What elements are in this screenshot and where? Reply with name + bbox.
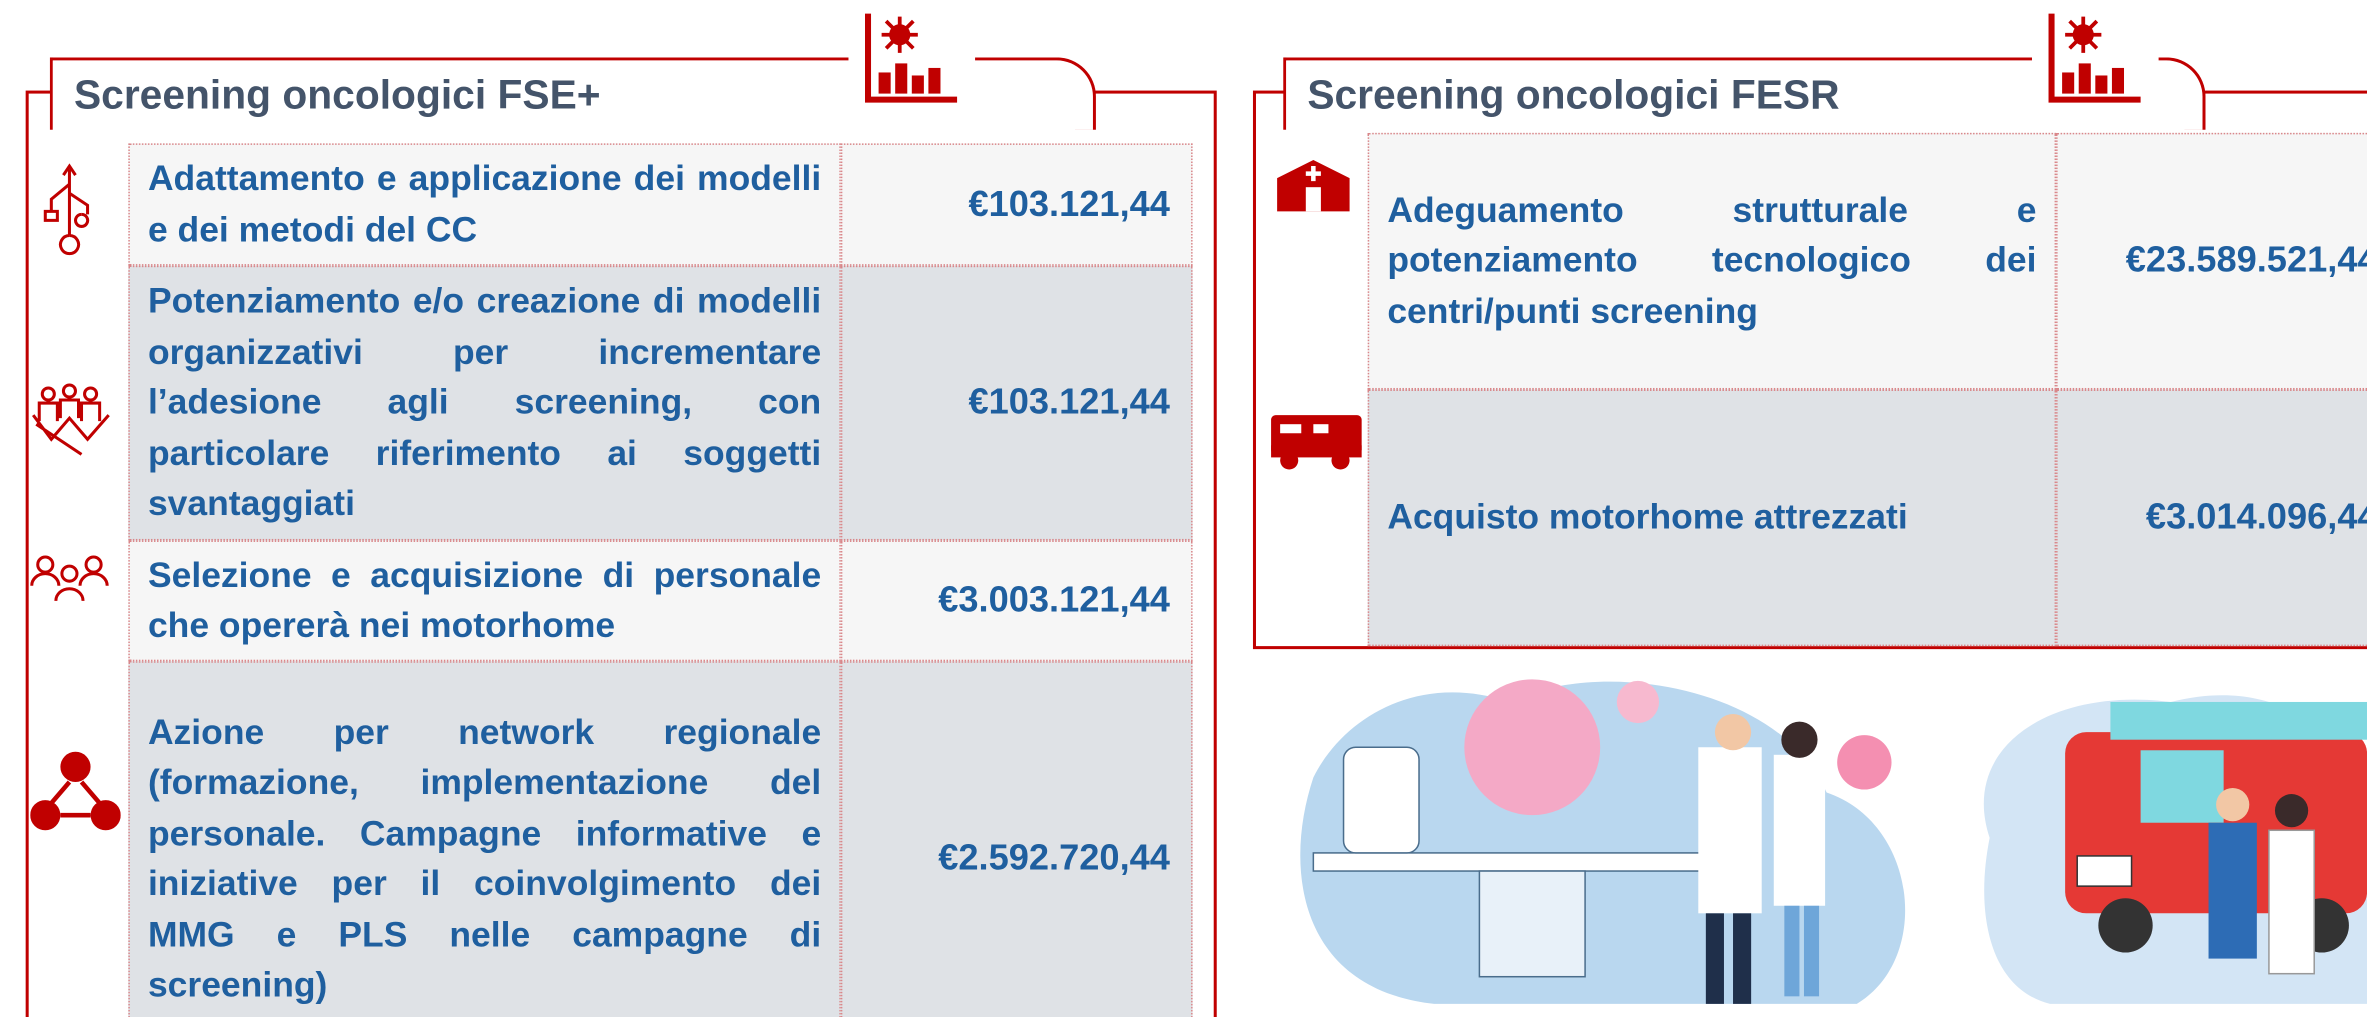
row-amount: €103.121,44 — [840, 143, 1193, 266]
row-label-text: Acquisto motorhome attrezzati — [1387, 497, 1908, 537]
row-label-text: Adeguamento strutturale e potenziamento … — [1387, 189, 2037, 331]
chart-icon — [848, 9, 976, 109]
left-panel-title: Screening oncologici FSE+ — [73, 72, 601, 118]
row-icons — [30, 163, 121, 831]
row-label: Adeguamento strutturale e potenziamento … — [1367, 132, 2057, 390]
row-amount: €23.589.521,44 — [2056, 132, 2367, 390]
row-label: Azione per network regionale (formazione… — [128, 661, 841, 1017]
row-label-text: Selezione e acquisizione di personale ch… — [147, 554, 822, 645]
row-label: Acquisto motorhome attrezzati — [1367, 389, 2057, 647]
row-label-text: Azione per network regionale (formazione… — [147, 711, 822, 1004]
row-amount: €3.014.096,44 — [2056, 389, 2367, 647]
row-amount-text: €2.592.720,44 — [938, 838, 1170, 879]
ambulance-illustration — [1959, 656, 2367, 1017]
row-amount: €3.003.121,44 — [840, 540, 1193, 662]
row-amount-text: €3.014.096,44 — [2145, 497, 2367, 538]
row-label: Adattamento e applicazione dei modelli e… — [128, 143, 841, 266]
row-amount: €2.592.720,44 — [840, 661, 1193, 1017]
row-label-text: Potenziamento e/o creazione di modelli o… — [147, 281, 822, 523]
row-amount-text: €3.003.121,44 — [938, 580, 1170, 621]
lab-illustration — [1252, 656, 1940, 1017]
row-label: Selezione e acquisizione di personale ch… — [128, 540, 841, 662]
chart-icon — [2031, 9, 2159, 109]
row-amount-text: €103.121,44 — [968, 183, 1170, 225]
row-label: Potenziamento e/o creazione di modelli o… — [128, 265, 841, 541]
row-icons — [1271, 160, 1362, 470]
row-amount: €103.121,44 — [840, 265, 1193, 541]
row-label-text: Adattamento e applicazione dei modelli e… — [147, 158, 822, 249]
row-amount-text: €103.121,44 — [968, 382, 1170, 424]
right-panel-title: Screening oncologici FESR — [1307, 72, 1840, 118]
row-amount-text: €23.589.521,44 — [2125, 240, 2367, 282]
